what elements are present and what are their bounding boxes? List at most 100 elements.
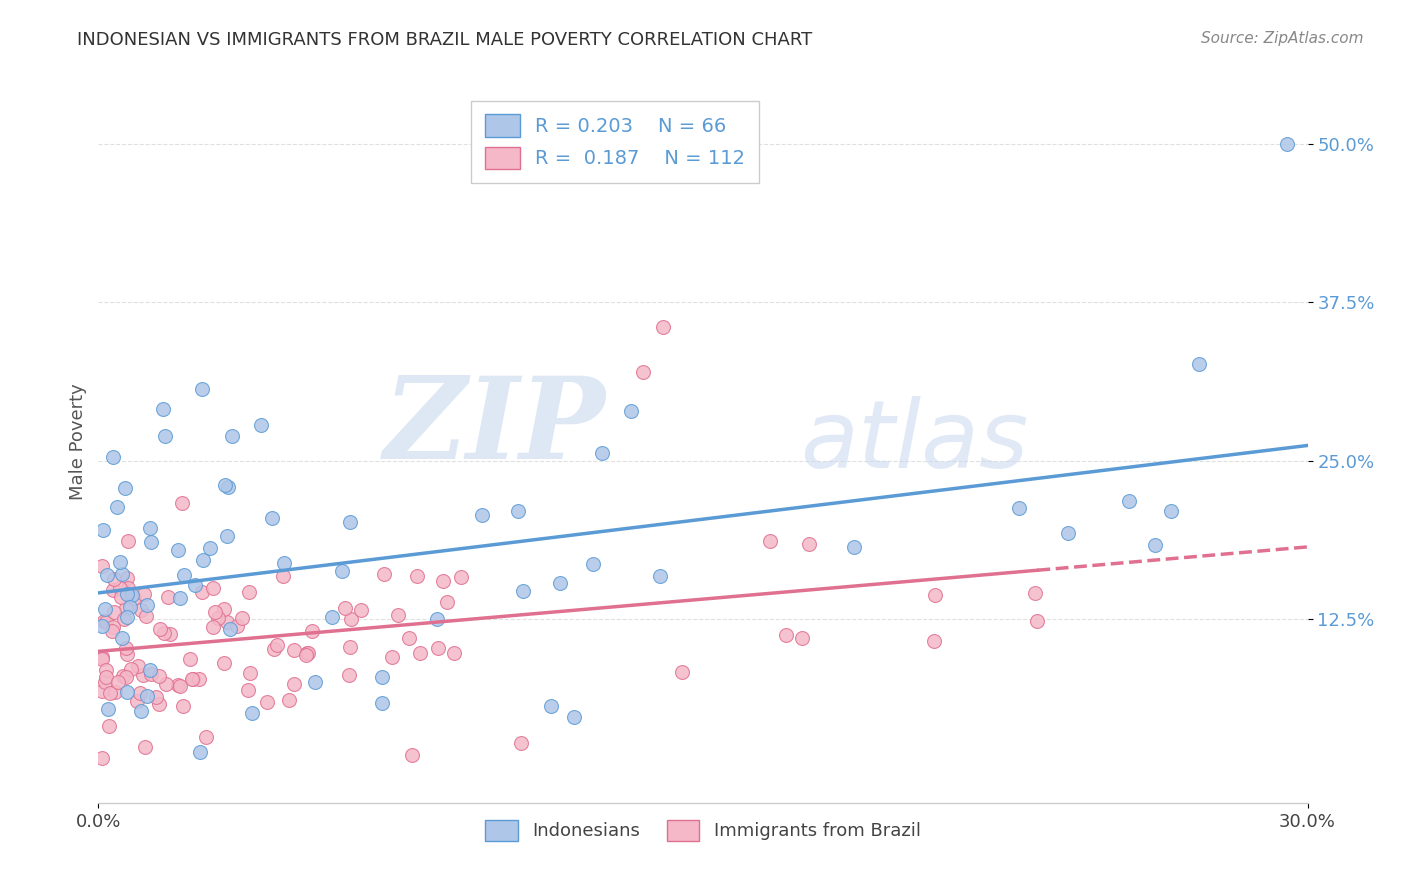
Point (225, 619, 247, 633)
Text: INDONESIAN VS IMMIGRANTS FROM BRAZIL MALE POVERTY CORRELATION CHART: INDONESIAN VS IMMIGRANTS FROM BRAZIL MAL… (77, 31, 813, 49)
Point (387, 608, 409, 623)
Point (149, 623, 172, 637)
Point (91, 649, 114, 664)
Point (582, 557, 605, 571)
Point (1026, 615, 1049, 629)
Point (219, 622, 242, 636)
Point (169, 679, 191, 693)
Point (94, 670, 117, 684)
Point (350, 603, 373, 617)
Point (134, 587, 156, 601)
Point (101, 624, 124, 639)
Point (671, 665, 693, 679)
Point (167, 542, 190, 557)
Point (339, 515, 361, 529)
Point (631, 365, 654, 379)
Point (91, 619, 114, 633)
Point (512, 584, 534, 599)
Point (115, 684, 138, 698)
Point (212, 656, 235, 670)
Point (138, 521, 160, 535)
Point (283, 642, 305, 657)
Text: Source: ZipAtlas.com: Source: ZipAtlas.com (1201, 31, 1364, 46)
Point (181, 672, 204, 686)
Point (179, 652, 201, 666)
Point (217, 529, 239, 543)
Point (550, 575, 572, 590)
Point (131, 603, 153, 617)
Point (591, 446, 613, 460)
Point (256, 695, 278, 709)
Point (217, 615, 239, 630)
Point (104, 685, 127, 699)
Point (620, 404, 643, 418)
Point (204, 605, 226, 619)
Point (103, 582, 125, 597)
Point (148, 669, 170, 683)
Point (132, 668, 155, 682)
Point (330, 564, 353, 578)
Point (170, 495, 193, 509)
Point (398, 632, 420, 646)
Point (758, 533, 780, 548)
Point (271, 568, 294, 582)
Point (93, 614, 115, 628)
Point (540, 698, 562, 713)
Point (792, 631, 814, 645)
Point (207, 611, 229, 625)
Point (153, 429, 176, 443)
Point (96, 615, 118, 630)
Point (250, 417, 273, 432)
Point (138, 663, 160, 677)
Point (98, 686, 121, 700)
Point (122, 591, 145, 606)
Point (111, 632, 134, 646)
Point (157, 590, 180, 604)
Point (202, 620, 225, 634)
Point (134, 740, 156, 755)
Point (145, 690, 167, 704)
Point (406, 569, 429, 583)
Point (114, 600, 136, 615)
Point (103, 573, 125, 587)
Point (114, 670, 136, 684)
Point (506, 503, 529, 517)
Point (193, 553, 215, 567)
Point (1143, 539, 1166, 553)
Point (173, 568, 195, 582)
Point (96, 568, 118, 582)
Point (651, 320, 673, 334)
Point (111, 567, 134, 582)
Point (231, 610, 253, 624)
Point (136, 690, 159, 704)
Point (180, 672, 202, 686)
Point (443, 646, 465, 660)
Point (240, 706, 263, 721)
Point (277, 692, 299, 706)
Y-axis label: Male Poverty: Male Poverty (69, 384, 87, 500)
Point (427, 640, 450, 655)
Point (214, 477, 236, 491)
Point (339, 640, 361, 655)
Point (301, 624, 323, 639)
Point (340, 612, 363, 626)
Point (844, 540, 866, 554)
Point (191, 382, 214, 396)
Point (650, 569, 672, 583)
Point (117, 533, 139, 548)
Point (115, 571, 138, 585)
Point (337, 668, 360, 682)
Point (409, 646, 432, 660)
Point (1057, 526, 1080, 541)
Point (117, 609, 139, 624)
Point (239, 666, 262, 681)
Point (110, 590, 132, 604)
Point (797, 536, 820, 550)
Point (117, 582, 139, 596)
Point (295, 648, 318, 662)
Point (273, 557, 295, 571)
Point (94, 602, 117, 616)
Point (510, 736, 533, 750)
Point (121, 588, 143, 602)
Point (1160, 504, 1182, 518)
